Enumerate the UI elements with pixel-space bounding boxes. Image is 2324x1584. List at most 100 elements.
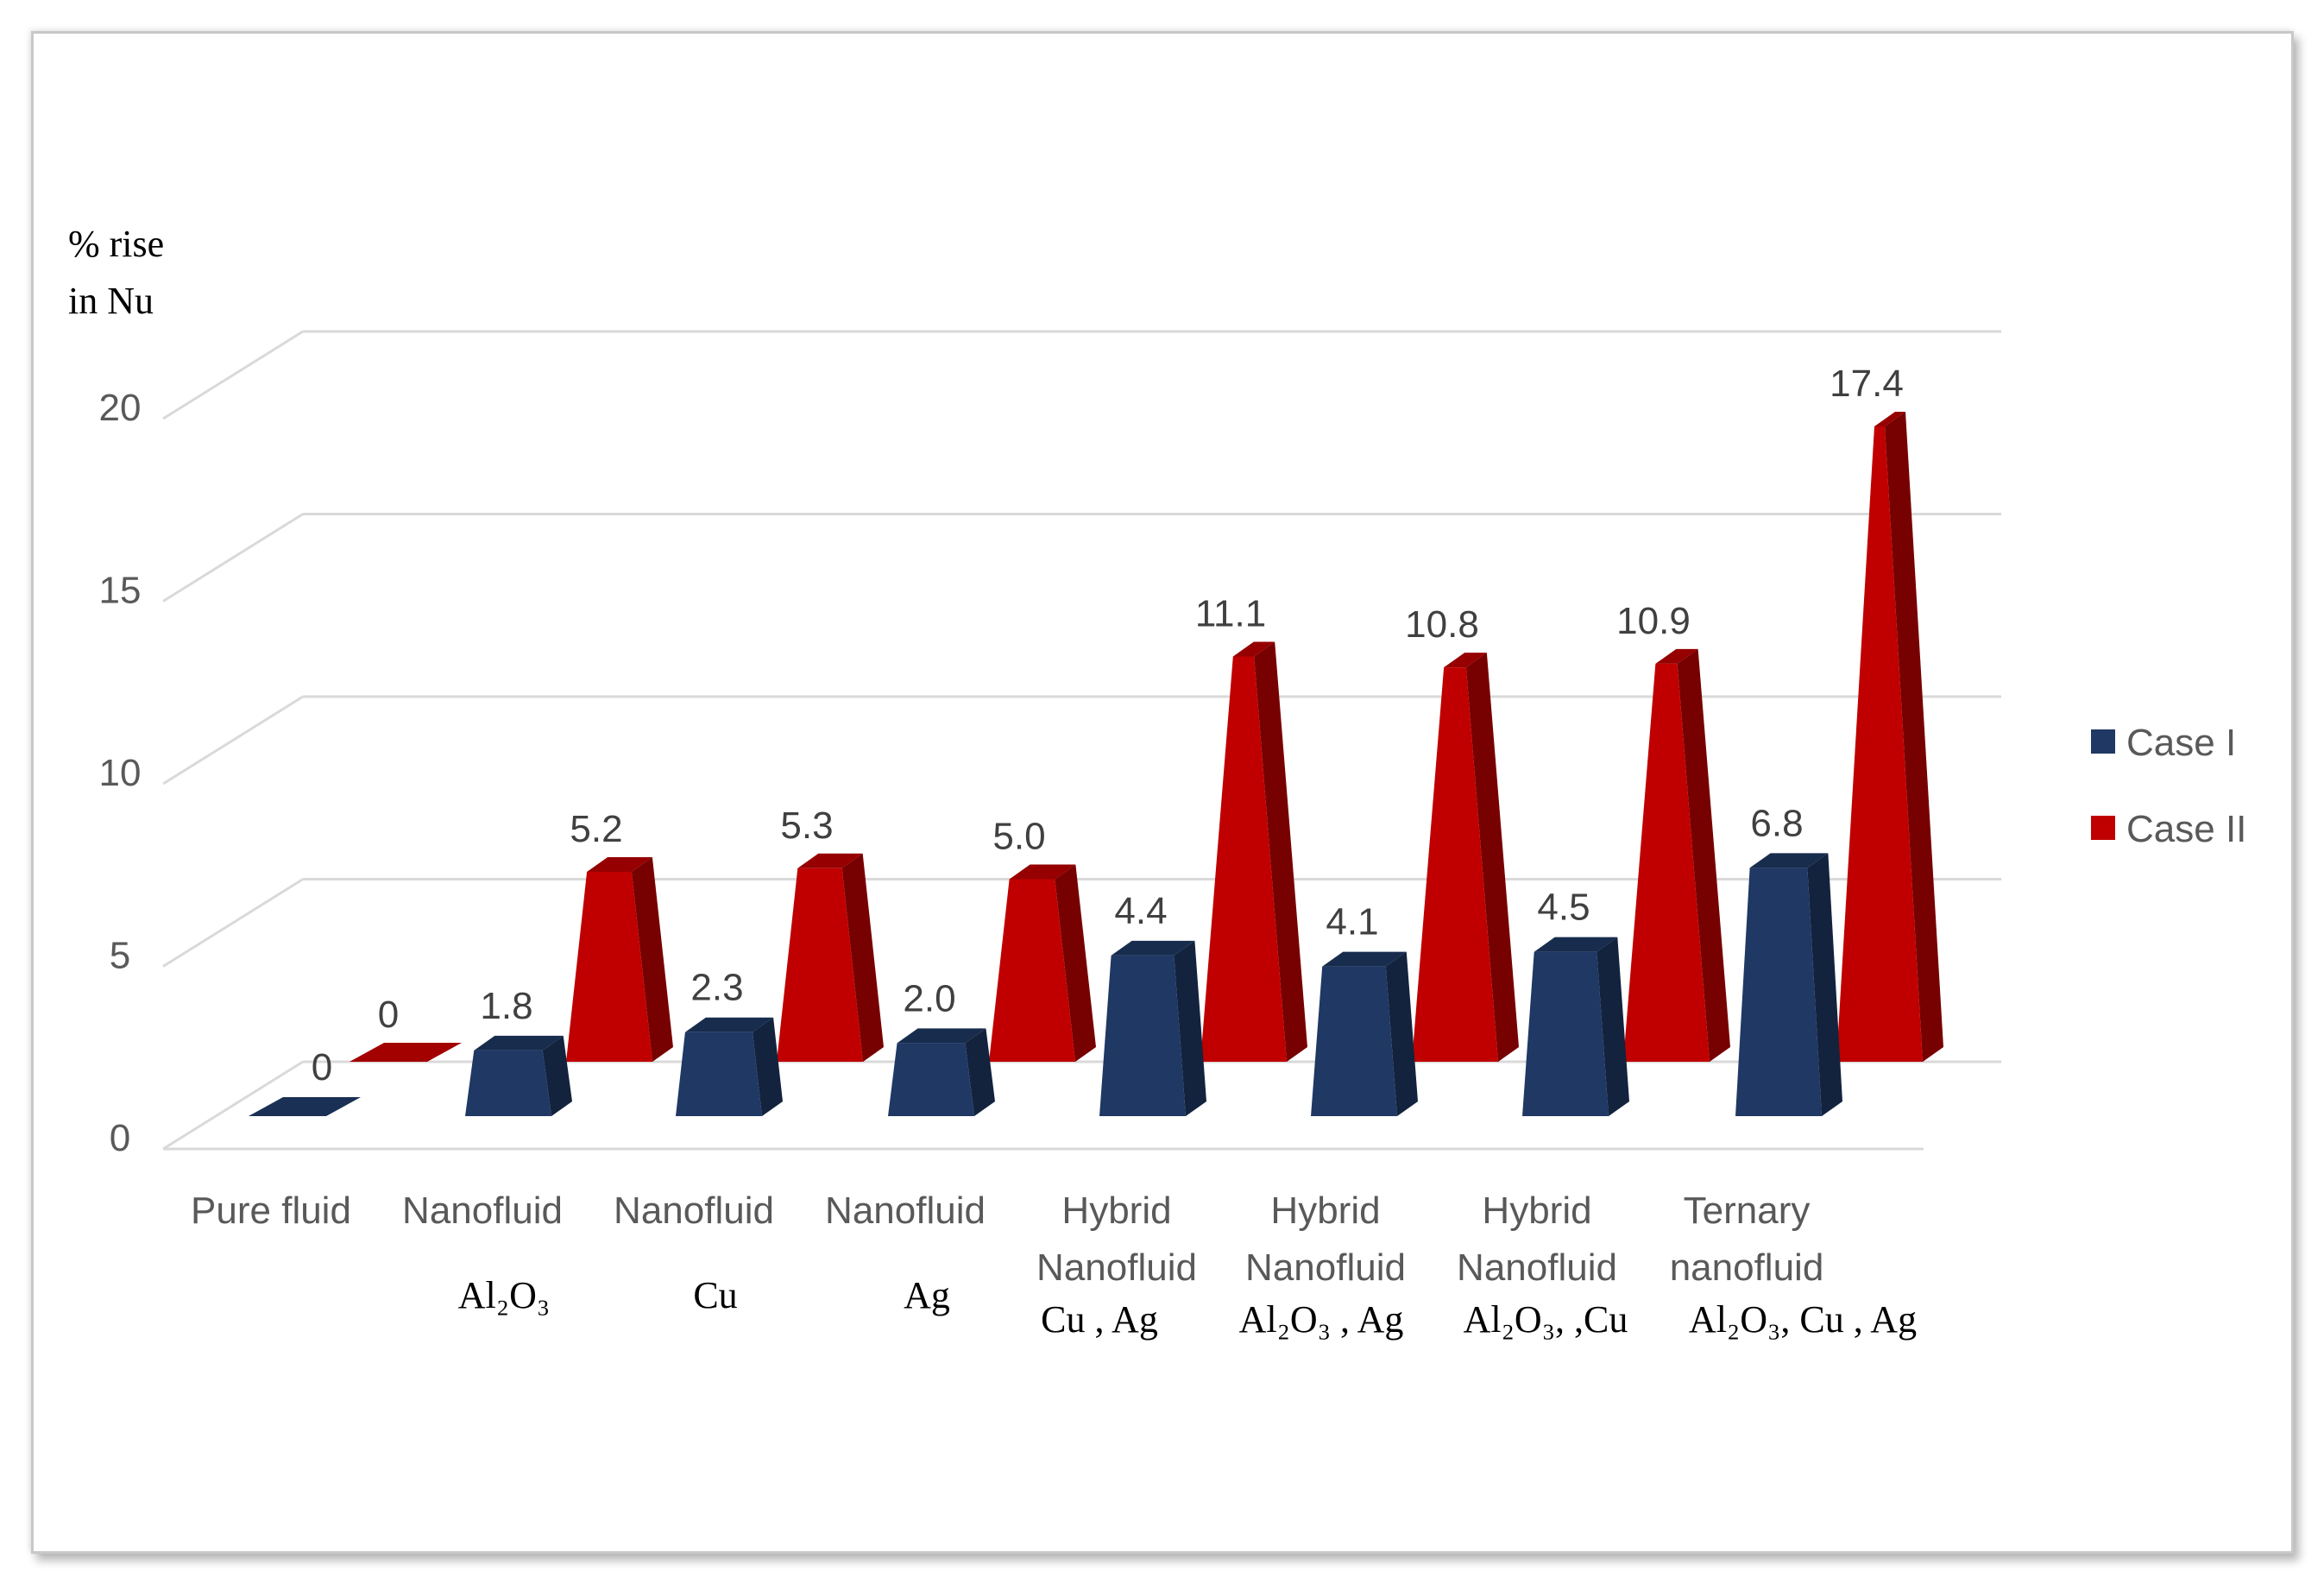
legend-label: Case I [2126,722,2236,764]
x-tick-label: nanofluid [1670,1246,1824,1289]
bar-case-ii-7 [1836,411,1943,1063]
x-tick-label: Nanofluid [402,1190,563,1232]
x-category-6: Hybrid Nanofluid Al₂O₃, ,Cu [1457,1190,1628,1341]
x-formula-label: Al₂O₃ , Ag [1239,1298,1404,1341]
x-tick-label: Hybrid [1061,1190,1171,1232]
gridline-slant-20 [162,330,304,420]
gridline-slant-15 [162,513,304,603]
bar-case-ii-1 [566,857,673,1062]
value-label-case-i: 4.4 [1114,890,1167,932]
value-label-case-i: 6.8 [1750,802,1803,844]
bar-case-i-6 [1522,937,1629,1116]
value-label-case-ii: 5.0 [992,816,1045,858]
y-axis-label-line: in Nu [68,280,154,322]
bar-case-ii-6 [1623,648,1730,1062]
gridline-slant-5 [162,878,304,968]
bar-case-i-6-front [1522,951,1609,1116]
x-tick-label: Hybrid [1482,1190,1591,1232]
bar-case-ii-5-side [1465,653,1519,1062]
x-tick-label: Hybrid [1270,1190,1380,1232]
value-label-case-ii: 5.2 [570,808,622,850]
y-tick-label: 10 [99,752,142,794]
bar-case-i-5-top [1322,951,1407,967]
chart-frame: 0 5 10 15 20 0 5.2 5.3 5.0 11.1 10.8 10.9 17.4 0 1.8 2… [31,31,2294,1554]
bar-case-ii-3-side [1055,864,1096,1062]
bar-case-ii-0 [350,1043,462,1062]
y-tick-label: 20 [99,387,142,429]
bar-case-i-7 [1735,853,1842,1116]
bar-case-i-5-front [1311,966,1397,1116]
y-axis-label-line: % rise [68,223,164,265]
x-category-2: Nanofluid Cu [614,1190,774,1316]
bar-case-i-6-top [1534,937,1618,952]
bar-case-ii-6-side [1677,648,1730,1062]
bar-case-i-0 [249,1097,361,1116]
bar-case-ii-2 [777,853,884,1062]
bar-case-ii-2-top [797,853,863,868]
legend-swatch [2091,729,2115,754]
legend-label: Case II [2126,808,2246,850]
x-tick-label: Nanofluid [1245,1246,1406,1289]
y-axis-ticks: 0 5 10 15 20 [99,387,142,1159]
bar-case-i-3-side [965,1028,995,1116]
bar-case-i-6-side [1597,937,1629,1116]
bar-case-ii-7-top [1874,411,1905,426]
x-category-7: Ternary nanofluid Al₂O₃, Cu , Ag [1670,1190,1917,1341]
bar-case-i-2-top [684,1017,774,1032]
bar-case-ii-5 [1412,653,1519,1062]
value-label-case-i: 2.0 [903,977,955,1019]
legend-item-0[interactable]: Case I [2091,722,2236,764]
gridline-slant-10 [162,695,304,786]
bar-case-i-1-front [465,1050,551,1116]
x-category-3: Nanofluid Ag [825,1190,986,1316]
x-category-1: Nanofluid Al₂O₃ [402,1190,563,1316]
bar-case-i-4-top [1111,940,1195,956]
bar-case-ii-5-front [1412,667,1498,1062]
bar-case-i-4-front [1099,955,1186,1116]
series-case-ii [350,411,1943,1063]
bar-case-ii-2-side [841,853,884,1062]
bar-case-i-5 [1311,951,1418,1116]
bar-case-i-3-top [897,1028,986,1044]
bar-case-i-0-plate [249,1097,361,1116]
value-label-case-ii: 10.8 [1405,603,1479,646]
x-category-4: Hybrid Nanofluid Cu , Ag [1036,1190,1197,1341]
value-label-case-i: 2.3 [690,967,743,1009]
x-tick-label: Nanofluid [1036,1246,1197,1289]
bar-case-i-3 [888,1028,995,1116]
bar-case-ii-4-side [1254,641,1307,1062]
x-category-0: Pure fluid [191,1190,351,1232]
bar-case-ii-7-front [1836,426,1923,1063]
x-tick-label: Nanofluid [825,1190,986,1232]
bar-case-i-7-side [1807,853,1842,1116]
legend-swatch [2091,816,2115,840]
bar-case-i-7-top [1749,853,1829,868]
y-tick-label: 0 [110,1117,130,1159]
x-formula-label: Cu [693,1274,737,1316]
legend-item-1[interactable]: Case II [2091,808,2246,850]
value-label-case-i: 0 [312,1046,332,1089]
x-formula-label: Al₂O₃, Cu , Ag [1689,1298,1917,1341]
x-category-5: Hybrid Nanofluid Al₂O₃ , Ag [1239,1190,1406,1341]
bar-case-i-1-top [474,1035,564,1051]
y-tick-label: 5 [110,935,130,977]
data-labels: 0 5.2 5.3 5.0 11.1 10.8 10.9 17.4 0 1.8 2.3 2.0 4.4 4… [312,363,1904,1089]
bar-case-i-1 [465,1035,572,1116]
x-tick-label: Pure fluid [191,1190,351,1232]
bar-case-i-4 [1099,940,1206,1116]
bar-case-i-2 [676,1017,783,1116]
legend[interactable]: Case I Case II [2091,722,2246,850]
value-label-case-ii: 0 [378,994,399,1036]
value-label-case-ii: 10.9 [1616,600,1691,642]
gridline-slant-0 [162,1060,304,1151]
bar-case-ii-6-top [1655,648,1698,664]
value-label-case-ii: 5.3 [780,805,833,847]
bar-case-ii-3 [989,864,1096,1062]
bar-case-i-2-front [676,1032,762,1116]
bar-case-ii-7-side [1885,411,1943,1063]
bar-case-ii-4-front [1200,656,1287,1062]
value-label-case-i: 4.1 [1326,901,1378,943]
bar-case-i-4-side [1174,940,1206,1116]
bar-case-i-5-side [1385,951,1418,1116]
chart: 0 5 10 15 20 0 5.2 5.3 5.0 11.1 10.8 10.9 17.4 0 1.8 2… [68,223,2246,1341]
